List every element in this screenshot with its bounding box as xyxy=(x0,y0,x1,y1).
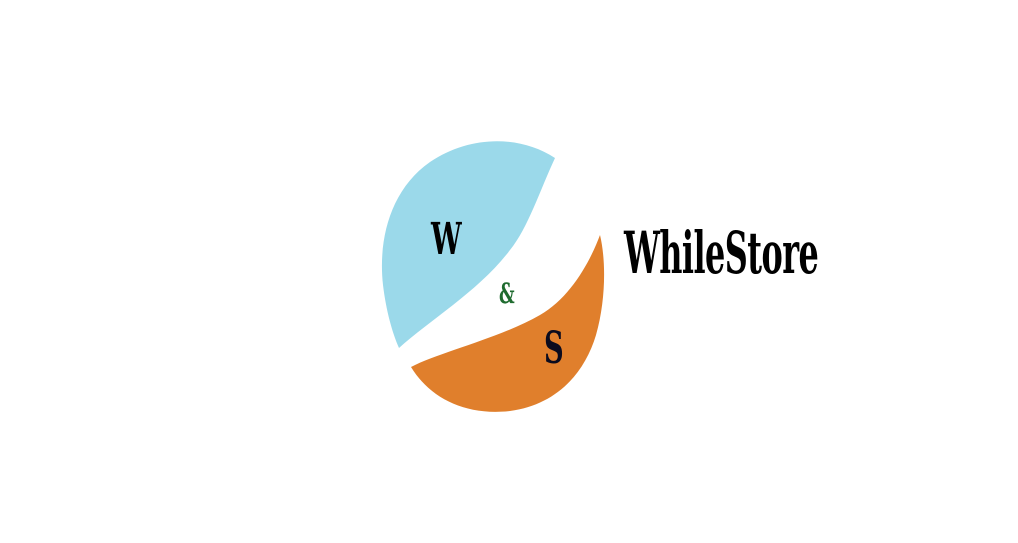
brand-name: WhileStore xyxy=(624,219,819,287)
logo-letter-w: W xyxy=(431,214,462,265)
logo-orange-shape xyxy=(411,235,605,412)
logo-letter-s: S xyxy=(544,323,564,374)
logo-ampersand: & xyxy=(499,277,515,310)
logo-blue-shape xyxy=(381,141,555,348)
